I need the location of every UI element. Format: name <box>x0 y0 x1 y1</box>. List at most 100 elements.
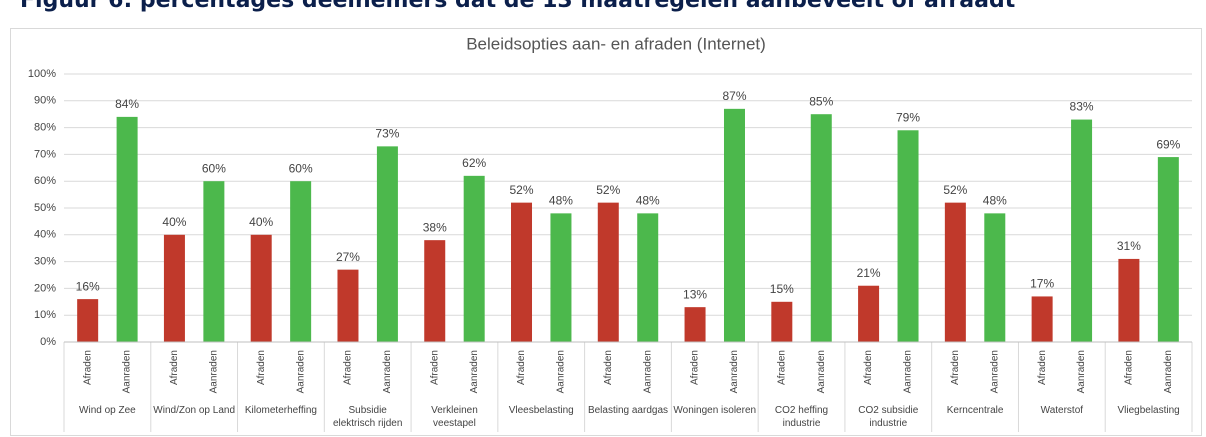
value-label: 27% <box>336 250 360 264</box>
series-label: Aanraden <box>903 350 914 393</box>
bar <box>1118 258 1140 342</box>
value-label: 52% <box>943 183 967 197</box>
bar <box>511 202 533 342</box>
value-label: 31% <box>1117 239 1141 253</box>
y-tick-label: 80% <box>34 122 56 134</box>
value-label: 48% <box>636 194 660 208</box>
category-label: Vliegbelasting <box>1117 405 1180 416</box>
bar <box>250 234 272 342</box>
value-label: 48% <box>983 194 1007 208</box>
value-label: 40% <box>162 215 186 229</box>
series-label: Afraden <box>776 350 787 385</box>
category-label: CO2 heffing industrie <box>774 405 829 429</box>
category-label: Subsidie elektrisch rijden <box>332 405 403 429</box>
value-label: 87% <box>722 89 746 103</box>
category-label: Waterstof <box>1040 405 1084 416</box>
value-label: 52% <box>509 183 533 197</box>
series-label: Afraden <box>256 350 267 385</box>
series-label: Afraden <box>1037 350 1048 385</box>
bar <box>376 146 398 342</box>
value-label: 62% <box>462 156 486 170</box>
value-label: 40% <box>249 215 273 229</box>
series-label: Aanraden <box>1076 350 1087 393</box>
series-label: Afraden <box>950 350 961 385</box>
bar <box>337 269 359 342</box>
category-label: Vleesbelasting <box>508 405 574 416</box>
value-label: 38% <box>423 220 447 234</box>
value-label: 73% <box>375 127 399 141</box>
category-label: Woningen isoleren <box>673 405 757 416</box>
heading: Figuur 6: percentages deelnemers dat de … <box>20 0 1016 13</box>
chart-frame <box>10 28 1202 436</box>
category-label: Belasting aardgas <box>587 405 669 416</box>
chart-title: Beleidsopties aan- en afraden (Internet) <box>466 34 766 53</box>
value-label: 13% <box>683 287 707 301</box>
bar <box>77 299 99 342</box>
y-tick-label: 40% <box>34 229 56 241</box>
series-label: Afraden <box>1124 350 1135 385</box>
y-tick-label: 90% <box>34 95 56 107</box>
bar <box>463 175 485 342</box>
category-label: Kilometerheffing <box>244 405 317 416</box>
series-label: Aanraden <box>642 350 653 393</box>
y-tick-label: 50% <box>34 202 56 214</box>
series-label: Aanraden <box>1163 350 1174 393</box>
y-tick-label: 100% <box>28 68 56 80</box>
bar <box>424 240 446 342</box>
y-tick-label: 10% <box>34 309 56 321</box>
bar <box>984 213 1006 342</box>
bar <box>944 202 966 342</box>
category-label: Wind op Zee <box>79 405 136 416</box>
bar <box>858 285 880 342</box>
bar <box>550 213 572 342</box>
value-label: 60% <box>202 161 226 175</box>
value-label: 21% <box>857 266 881 280</box>
bar <box>771 301 793 342</box>
y-tick-label: 20% <box>34 282 56 294</box>
series-label: Afraden <box>82 350 93 385</box>
category-label: CO2 subsidie industrie <box>858 405 919 429</box>
value-label: 85% <box>809 94 833 108</box>
bar <box>897 130 919 342</box>
series-label: Afraden <box>429 350 440 385</box>
bar <box>203 181 225 342</box>
value-label: 17% <box>1030 277 1054 291</box>
y-tick-label: 30% <box>34 256 56 268</box>
bar <box>1071 119 1093 342</box>
bar <box>684 307 706 342</box>
value-label: 83% <box>1070 100 1094 114</box>
value-label: 60% <box>289 161 313 175</box>
series-label: Afraden <box>603 350 614 385</box>
series-label: Aanraden <box>816 350 827 393</box>
category-label: Verkleinen veestapel <box>431 405 478 429</box>
series-label: Aanraden <box>729 350 740 393</box>
y-tick-label: 70% <box>34 148 56 160</box>
series-label: Afraden <box>690 350 701 385</box>
series-label: Aanraden <box>122 350 133 393</box>
value-label: 79% <box>896 110 920 124</box>
series-label: Afraden <box>863 350 874 385</box>
series-label: Afraden <box>343 350 354 385</box>
series-label: Afraden <box>516 350 527 385</box>
value-label: 48% <box>549 194 573 208</box>
y-tick-label: 0% <box>40 336 56 348</box>
bar <box>597 202 619 342</box>
series-label: Aanraden <box>989 350 1000 393</box>
bar <box>1031 296 1053 342</box>
bar <box>637 213 659 342</box>
series-label: Aanraden <box>382 350 393 393</box>
category-label: Kerncentrale <box>946 405 1004 416</box>
value-label: 69% <box>1156 137 1180 151</box>
series-label: Afraden <box>169 350 180 385</box>
bar <box>163 234 185 342</box>
bar <box>290 181 312 342</box>
bar <box>1157 157 1179 342</box>
y-tick-label: 60% <box>34 175 56 187</box>
bar <box>723 108 745 342</box>
value-label: 15% <box>770 282 794 296</box>
series-label: Aanraden <box>209 350 220 393</box>
value-label: 16% <box>76 279 100 293</box>
series-label: Aanraden <box>556 350 567 393</box>
